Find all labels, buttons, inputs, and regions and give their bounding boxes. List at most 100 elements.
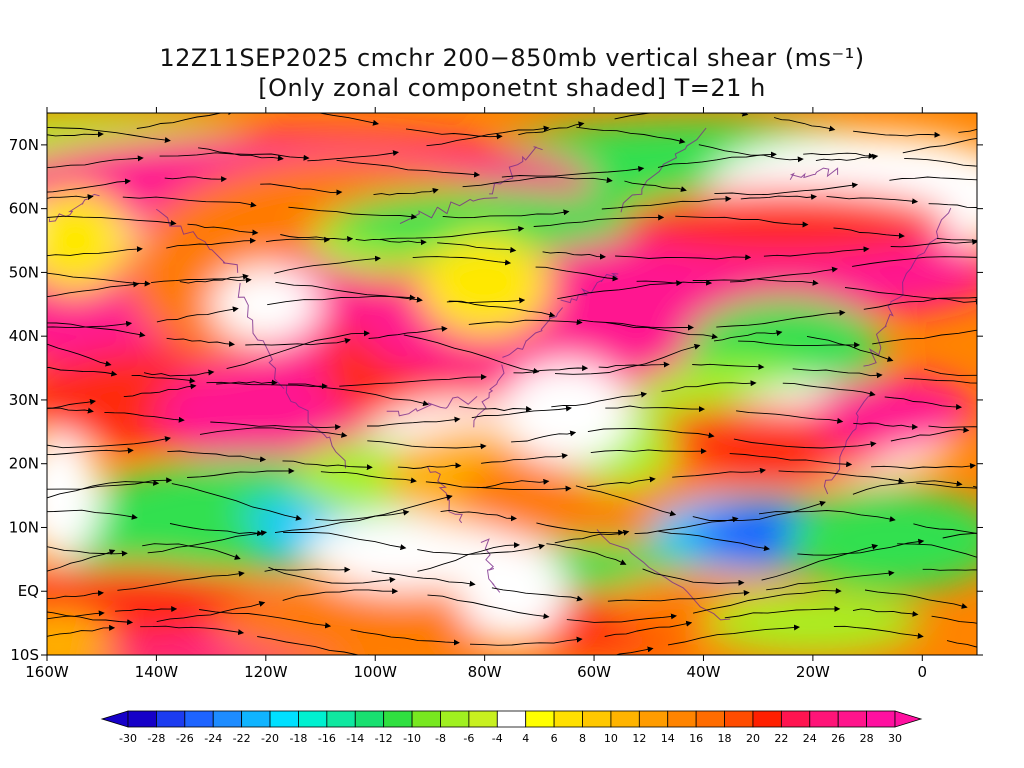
- streamline: [282, 588, 399, 601]
- streamline: [122, 196, 257, 208]
- streamline: [761, 543, 879, 581]
- colorbar-label: -28: [147, 732, 165, 745]
- streamline: [104, 411, 185, 423]
- streamline: [904, 157, 977, 167]
- streamline: [806, 335, 894, 362]
- streamline: [614, 646, 654, 655]
- coastline-segment: [789, 167, 839, 181]
- streamline: [47, 447, 134, 456]
- shading-field: [47, 113, 977, 655]
- lat-label: 10S: [10, 646, 39, 664]
- streamline: [462, 176, 613, 188]
- streamline: [47, 436, 171, 449]
- colorbar-label: -10: [403, 732, 421, 745]
- streamline: [179, 273, 249, 284]
- streamline: [923, 368, 977, 376]
- streamline: [373, 187, 439, 196]
- colorbar-swatch: [667, 710, 697, 728]
- colorbar-label: -18: [289, 732, 307, 745]
- coastline-segment: [823, 395, 870, 495]
- colorbar-swatch: [866, 710, 896, 728]
- streamline: [315, 494, 453, 521]
- streamline: [833, 625, 924, 639]
- lat-label: 20N: [9, 455, 39, 473]
- colorbar-swatch: [582, 710, 612, 728]
- streamline: [264, 566, 351, 573]
- streamline: [283, 531, 407, 551]
- colorbar-swatch: [269, 710, 299, 728]
- streamline: [412, 256, 512, 266]
- streamline: [928, 425, 977, 429]
- streamline: [554, 343, 701, 375]
- streamline: [587, 428, 715, 439]
- streamline: [557, 280, 683, 300]
- colorbar-swatch: [184, 710, 214, 728]
- streamline: [826, 195, 919, 205]
- streamline: [724, 605, 841, 619]
- streamline: [797, 538, 925, 556]
- lon-label: 20W: [796, 663, 830, 681]
- shading-patch: [47, 431, 102, 560]
- title-line-2: [Only zonal componetnt shaded] T=21 h: [258, 74, 766, 102]
- streamline: [371, 570, 476, 587]
- streamline: [578, 319, 694, 331]
- streamline: [288, 206, 418, 220]
- streamline: [575, 485, 677, 517]
- streamline: [792, 368, 883, 379]
- streamline: [667, 624, 800, 646]
- streamline: [698, 144, 804, 163]
- shading-patch: [211, 266, 321, 343]
- streamline: [115, 606, 178, 613]
- streamline: [634, 516, 739, 535]
- colorbar-swatch: [610, 710, 640, 728]
- streamline: [477, 478, 550, 489]
- streamline: [147, 530, 268, 554]
- streamline: [513, 365, 589, 374]
- streamline: [166, 237, 256, 249]
- streamline: [853, 422, 919, 430]
- streamline: [47, 281, 140, 298]
- streamline: [47, 127, 171, 143]
- streamline: [275, 281, 423, 303]
- streamline: [142, 543, 241, 560]
- streamline: [274, 255, 381, 274]
- colorbar-swatch: [241, 710, 271, 728]
- colorbar-label: -4: [492, 732, 503, 745]
- shading-patch: [812, 374, 977, 451]
- streamline: [624, 180, 687, 192]
- colorbar-right-arrow: [894, 710, 923, 728]
- streamline: [169, 523, 264, 537]
- colorbar-label: -6: [463, 732, 474, 745]
- streamline: [766, 570, 895, 591]
- colorbar-label: 12: [632, 732, 646, 745]
- colorbar-swatch: [553, 710, 583, 728]
- colorbar-label: 30: [888, 732, 902, 745]
- streamline: [268, 566, 396, 584]
- streamline: [156, 601, 266, 623]
- streamline: [758, 510, 896, 522]
- streamline: [546, 543, 627, 565]
- streamline: [288, 383, 430, 407]
- streamline: [614, 113, 749, 120]
- streamline: [740, 194, 817, 201]
- colorbar-label: -14: [346, 732, 364, 745]
- coastline-segment: [237, 282, 285, 390]
- streamline: [143, 369, 215, 377]
- streamline: [166, 337, 235, 347]
- streamline: [897, 543, 977, 558]
- streamline: [692, 278, 819, 286]
- streamline: [471, 405, 572, 419]
- streamline: [890, 426, 970, 442]
- lon-label: 40W: [687, 663, 721, 681]
- colorbar-swatch: [638, 710, 669, 728]
- coastline-segment: [890, 207, 952, 303]
- streamline: [260, 183, 343, 196]
- streamline: [379, 225, 525, 240]
- streamline: [164, 176, 228, 183]
- streamline: [282, 460, 373, 471]
- shading-patch: [47, 189, 130, 292]
- streamline: [199, 427, 348, 438]
- shading-patch: [785, 489, 977, 592]
- streamline: [47, 178, 131, 193]
